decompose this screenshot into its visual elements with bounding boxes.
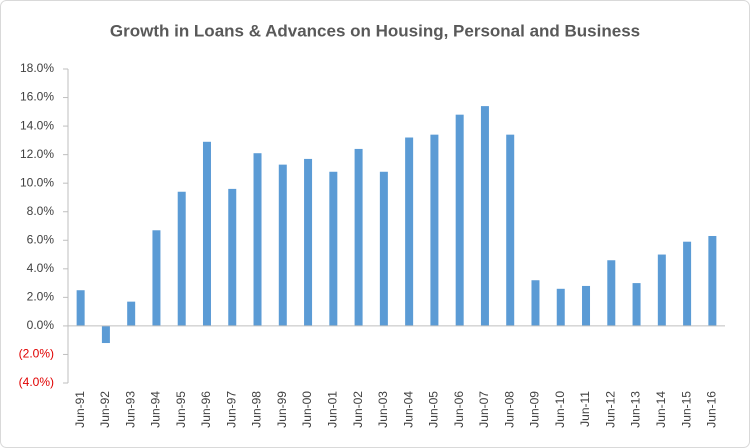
bar	[430, 134, 439, 326]
x-tick-label: Jun-12	[603, 391, 617, 428]
y-tick-label: 4.0%	[27, 261, 55, 275]
x-tick-label: Jun-02	[351, 391, 365, 428]
bar	[556, 288, 565, 326]
y-tick-label: 6.0%	[27, 232, 55, 246]
x-tick-label: Jun-14	[654, 391, 668, 428]
x-tick-label: Jun-92	[98, 391, 112, 428]
bar	[480, 106, 489, 326]
bar	[101, 325, 110, 344]
x-tick-label: Jun-10	[553, 391, 567, 428]
x-tick-label: Jun-06	[452, 391, 466, 428]
bar	[253, 153, 262, 326]
x-tick-label: Jun-04	[401, 391, 415, 428]
bar	[304, 158, 313, 326]
bar	[582, 285, 591, 326]
bar	[455, 114, 464, 326]
y-tick-label: (2.0%)	[19, 347, 54, 361]
y-tick-label: 12.0%	[20, 147, 54, 161]
x-tick-label: Jun-99	[275, 391, 289, 428]
bar	[683, 241, 692, 326]
x-tick-label: Jun-16	[705, 391, 719, 428]
x-tick-label: Jun-98	[250, 391, 264, 428]
bar	[708, 235, 717, 326]
x-tick-label: Jun-08	[502, 391, 516, 428]
y-tick-label: 16.0%	[20, 90, 54, 104]
bar	[405, 137, 414, 326]
x-tick-label: Jun-05	[427, 391, 441, 428]
x-tick-label: Jun-95	[174, 391, 188, 428]
y-tick-label: 0.0%	[27, 318, 55, 332]
bar	[531, 280, 540, 326]
y-tick-label: 10.0%	[20, 175, 54, 189]
x-tick-label: Jun-94	[149, 391, 163, 428]
bar	[329, 171, 338, 326]
bar	[278, 164, 287, 326]
x-tick-label: Jun-07	[477, 391, 491, 428]
bar	[228, 188, 237, 326]
x-tick-label: Jun-09	[528, 391, 542, 428]
x-tick-label: Jun-97	[224, 391, 238, 428]
bar	[607, 260, 616, 326]
x-tick-label: Jun-01	[325, 391, 339, 428]
y-tick-label: 18.0%	[20, 61, 54, 75]
chart-title: Growth in Loans & Advances on Housing, P…	[110, 21, 640, 40]
x-tick-label: Jun-11	[578, 391, 592, 427]
bar	[506, 134, 515, 326]
bar	[177, 191, 186, 326]
y-tick-label: 14.0%	[20, 118, 54, 132]
x-tick-label: Jun-91	[73, 391, 87, 428]
x-tick-label: Jun-13	[629, 391, 643, 428]
bar	[152, 230, 161, 326]
bar	[76, 290, 85, 326]
x-tick-label: Jun-93	[123, 391, 137, 428]
x-tick-label: Jun-00	[300, 391, 314, 428]
x-tick-label: Jun-96	[199, 391, 213, 428]
bar	[657, 254, 666, 326]
y-tick-label: (4.0%)	[19, 375, 54, 389]
y-tick-label: 2.0%	[27, 290, 55, 304]
bar	[127, 301, 136, 326]
bar	[632, 283, 641, 326]
y-tick-label: 8.0%	[27, 204, 55, 218]
bar	[354, 148, 363, 326]
x-tick-label: Jun-15	[679, 391, 693, 428]
bar	[379, 171, 388, 326]
x-tick-label: Jun-03	[376, 391, 390, 428]
bar	[202, 141, 211, 326]
